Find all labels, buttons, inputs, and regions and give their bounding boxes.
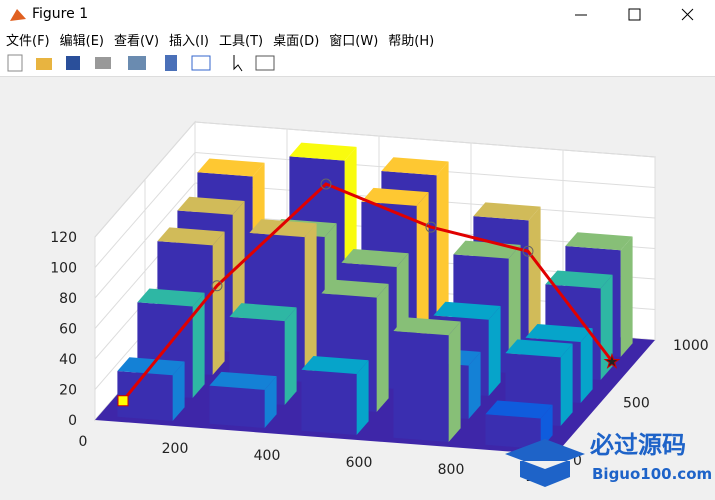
- bar-side: [600, 274, 613, 380]
- bar-top: [433, 301, 501, 320]
- menu-item[interactable]: 文件(F): [6, 34, 50, 49]
- bar-top: [545, 270, 613, 289]
- bar-side: [264, 376, 277, 428]
- bar-side: [560, 343, 573, 426]
- watermark-subtitle: Biguo100.com: [592, 465, 712, 483]
- menu-item[interactable]: 窗口(W): [329, 34, 379, 49]
- z-tick-label: 60: [59, 322, 77, 338]
- z-tick-label: 120: [50, 230, 77, 246]
- end-marker: ★: [604, 351, 620, 372]
- waypoint: [522, 245, 534, 257]
- bar-top: [361, 187, 429, 206]
- bar-top: [393, 317, 461, 336]
- bar-front: [301, 369, 357, 435]
- trajectory: [121, 182, 614, 402]
- bar-top: [565, 232, 633, 251]
- z-tick-label: 40: [59, 352, 77, 368]
- start-marker: [117, 395, 129, 407]
- bar-top: [177, 196, 245, 215]
- bar-top: [321, 279, 389, 298]
- grid-line: [94, 121, 656, 238]
- waypoint: [320, 178, 332, 190]
- bar-side: [304, 223, 317, 382]
- bar-side: [488, 305, 501, 396]
- bar-side: [528, 206, 541, 350]
- bar-top: [137, 288, 205, 307]
- watermark-icon: [505, 439, 585, 487]
- bar-top: [249, 219, 317, 238]
- title-bar: Figure 1: [0, 0, 715, 30]
- bar-front: [209, 385, 265, 428]
- z-tick-label: 80: [59, 291, 77, 307]
- bar-side: [172, 361, 185, 421]
- bar-top: [473, 202, 541, 221]
- bar: [209, 371, 277, 428]
- z-tick-label: 0: [68, 413, 77, 429]
- bar-side: [448, 321, 461, 442]
- z-tick-label: 20: [59, 383, 77, 399]
- grid-line: [94, 151, 656, 268]
- bar: [485, 400, 553, 449]
- bar-side: [620, 236, 633, 357]
- menu-item[interactable]: 编辑(E): [59, 34, 104, 49]
- x-tick-label: 0: [79, 434, 88, 450]
- bar-front: [393, 331, 449, 442]
- watermark-title: 必过源码: [590, 431, 686, 459]
- window-title: Figure 1: [32, 6, 89, 22]
- bar-front: [485, 414, 541, 449]
- y-tick-label: 0: [573, 453, 582, 469]
- bar-top: [341, 249, 409, 267]
- bar: [301, 356, 369, 435]
- bar-top: [197, 158, 265, 177]
- toolbar-icons[interactable]: [0, 50, 290, 76]
- bar-top: [209, 371, 277, 390]
- bar-top: [289, 142, 357, 161]
- x-tick-label: 400: [254, 448, 281, 464]
- bar-side: [580, 328, 593, 403]
- bar: [393, 317, 461, 442]
- bar-side: [192, 292, 205, 398]
- bar-top: [525, 324, 593, 342]
- figure: 0204060801001200200400600800100005001000…: [0, 77, 715, 500]
- y-tick-label: 1000: [673, 338, 709, 354]
- toolbar: [0, 50, 715, 77]
- menu-item[interactable]: 插入(I): [169, 34, 210, 49]
- bar-side: [540, 404, 553, 449]
- x-tick-label: 200: [162, 441, 189, 457]
- bar-side: [212, 231, 225, 375]
- bar-side: [284, 307, 297, 405]
- bar-side: [468, 351, 481, 419]
- menu-item[interactable]: 查看(V): [113, 34, 160, 49]
- bar-top: [505, 339, 573, 358]
- bar-side: [436, 161, 449, 343]
- menu-item[interactable]: 帮助(H): [388, 34, 435, 49]
- bar-front: [117, 371, 173, 421]
- waypoint: [425, 221, 437, 233]
- menu-bar: 文件(F) 编辑(E) 查看(V) 插入(I) 工具(T) 桌面(D) 窗口(W) 帮助(H): [0, 30, 715, 50]
- bar-top: [229, 303, 297, 322]
- bar-top: [301, 356, 369, 374]
- menu-item[interactable]: 工具(T): [219, 34, 264, 49]
- bar-top: [381, 157, 449, 176]
- y-tick-label: 500: [623, 396, 650, 412]
- bar: [229, 303, 297, 405]
- bar-side: [356, 360, 369, 435]
- x-tick-label: 600: [346, 455, 373, 471]
- window-controls[interactable]: [565, 0, 715, 30]
- bar-top: [485, 400, 553, 419]
- z-tick-label: 100: [50, 261, 77, 277]
- app-icon: [10, 9, 26, 21]
- x-tick-label: 800: [438, 462, 465, 478]
- menu-item[interactable]: 桌面(D): [273, 34, 320, 49]
- bar-top: [157, 227, 225, 246]
- bar-side: [376, 283, 389, 412]
- waypoint: [211, 280, 223, 292]
